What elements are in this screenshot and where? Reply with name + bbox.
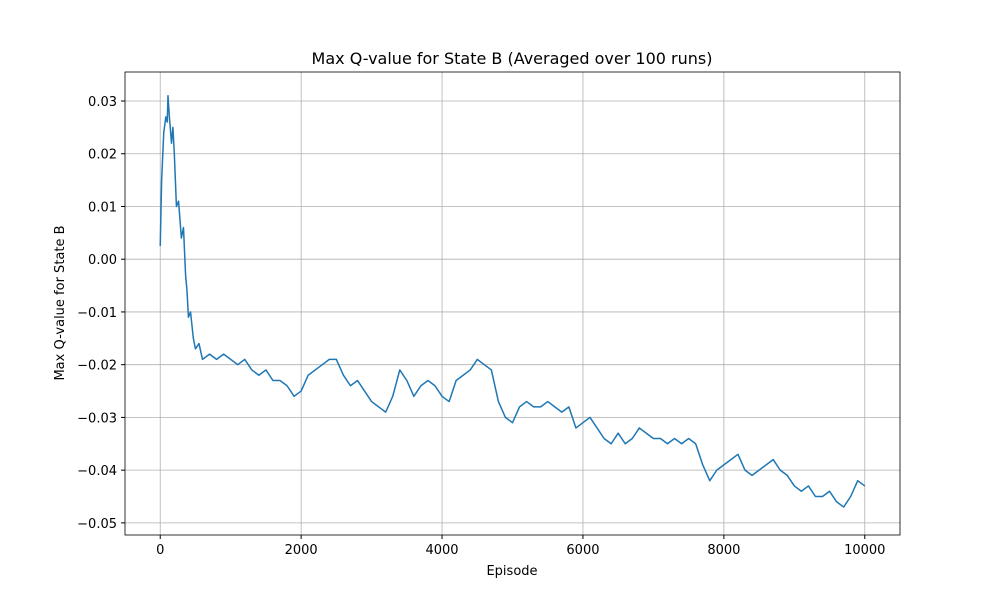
x-tick-label: 0	[156, 543, 164, 558]
y-tick-label: −0.04	[77, 464, 117, 479]
y-tick-label: 0.01	[88, 200, 117, 215]
y-tick-label: −0.05	[77, 517, 117, 532]
chart-title: Max Q-value for State B (Averaged over 1…	[312, 49, 713, 68]
x-tick-label: 4000	[425, 543, 458, 558]
y-tick-label: 0.00	[88, 253, 117, 268]
x-tick-label: 10000	[844, 543, 885, 558]
y-axis-title: Max Q-value for State B	[53, 225, 68, 380]
y-tick-label: −0.02	[77, 359, 117, 374]
x-axis-title: Episode	[486, 564, 537, 579]
y-tick-label: −0.03	[77, 411, 117, 426]
x-tick-label: 6000	[566, 543, 599, 558]
y-tick-label: 0.03	[88, 95, 117, 110]
data-line	[159, 94, 866, 508]
x-tick-label: 8000	[707, 543, 740, 558]
y-tick-label: −0.01	[77, 306, 117, 321]
plot-frame	[124, 71, 901, 536]
y-tick-label: 0.02	[88, 148, 117, 163]
x-tick-label: 2000	[285, 543, 318, 558]
